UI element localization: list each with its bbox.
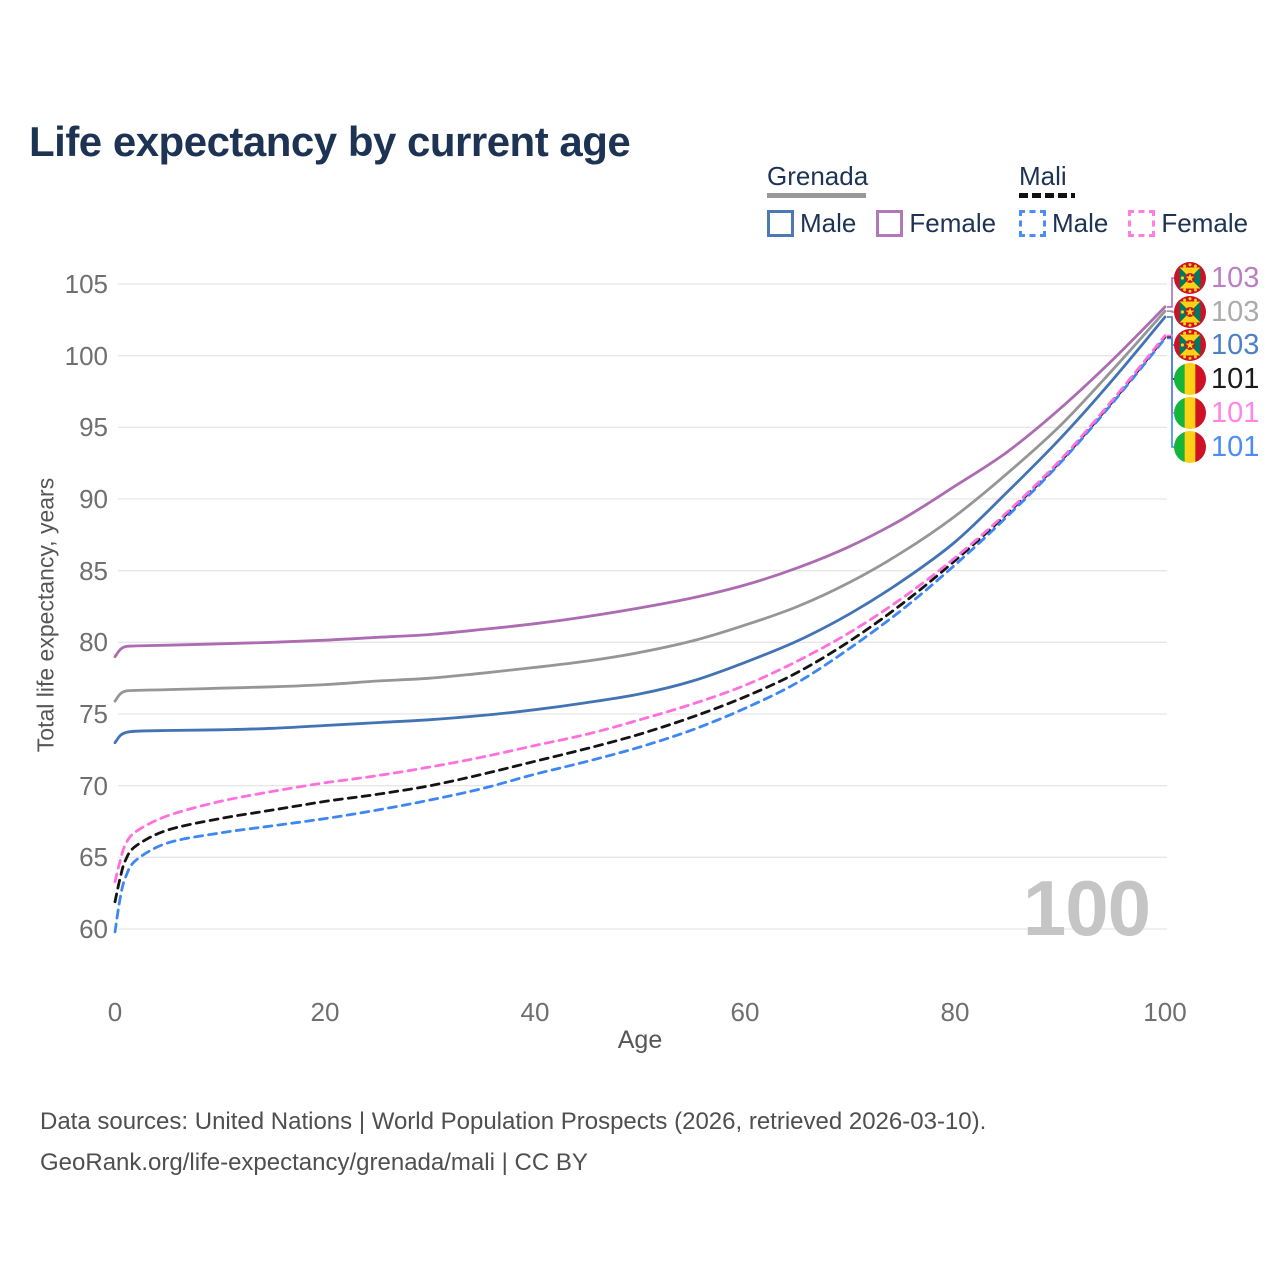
y-tick-label-95: 95 [79,412,108,443]
series-line-grenada_female [113,305,1167,659]
y-tick-label-90: 90 [79,484,108,514]
mali-flag-icon [1174,397,1206,429]
end-value-label-grenada_total: 103 [1211,296,1260,328]
legend-grenada-title[interactable]: Grenada [767,161,869,191]
series-line-mali_male [113,337,1167,934]
grenada-male-label[interactable]: Male [800,208,857,238]
grenada-flag-icon [1174,296,1206,328]
series-line-mali_total [113,335,1167,904]
mali-male-label[interactable]: Male [1052,208,1109,238]
x-axis-title: Age [617,1026,663,1054]
grenada-flag-icon [1174,329,1206,361]
legend-group-grenada: Grenada Male Female [767,161,996,239]
y-tick-label-85: 85 [79,555,108,586]
grenada-female-swatch[interactable] [876,210,904,237]
series-line-grenada_male [113,315,1167,745]
end-value-label-mali_total: 101 [1211,363,1260,395]
grenada-male-swatch[interactable] [767,210,794,237]
y-tick-label-80: 80 [79,627,108,658]
end-value-label-grenada_female: 103 [1211,262,1260,294]
data-sources-line: Data sources: United Nations | World Pop… [40,1108,987,1135]
end-value-label-mali_female: 101 [1211,397,1260,429]
y-tick-label-70: 70 [79,770,108,801]
legend-mali-title[interactable]: Mali [1019,161,1067,191]
x-tick-label-40: 40 [520,997,550,1027]
y-tick-label-65: 65 [79,842,108,873]
y-tick-label-75: 75 [79,699,108,729]
grenada-line-style-swatch [767,193,866,198]
mali-flag-icon [1174,431,1206,463]
end-value-label-mali_male: 101 [1211,431,1260,463]
mali-flag-icon [1174,363,1206,395]
series-line-mali_female [113,334,1167,884]
grenada-female-label[interactable]: Female [909,208,997,238]
mali-female-swatch[interactable] [1128,210,1156,237]
mali-line-style-swatch [1019,193,1075,198]
mali-female-label[interactable]: Female [1161,208,1249,238]
series-line-grenada_total [113,309,1167,703]
x-tick-label-80: 80 [940,997,970,1027]
age-watermark: 100 [1022,864,1151,952]
y-tick-label-60: 60 [79,914,108,944]
legend-group-mali: Mali Male Female [1019,161,1248,239]
x-tick-label-100: 100 [1143,997,1187,1027]
x-tick-label-20: 20 [310,997,340,1027]
y-tick-label-105: 105 [64,269,108,299]
page-title: Life expectancy by current age [29,118,631,166]
attribution-line[interactable]: GeoRank.org/life-expectancy/grenada/mali… [40,1149,588,1176]
mali-male-swatch[interactable] [1019,210,1046,237]
end-value-label-grenada_male: 103 [1211,329,1260,361]
y-tick-label-100: 100 [64,340,108,371]
x-tick-label-60: 60 [730,997,760,1027]
end-label-leader-mali_male [1167,337,1177,448]
grenada-flag-icon [1174,262,1206,294]
x-tick-label-0: 0 [107,997,123,1027]
